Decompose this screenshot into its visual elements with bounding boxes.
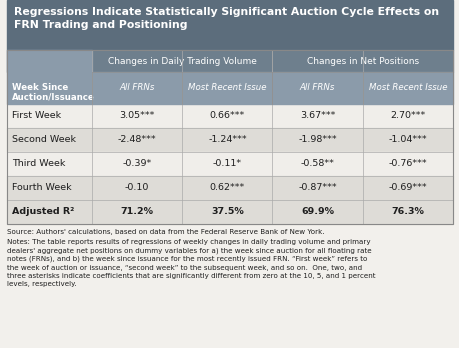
Text: Fourth Week: Fourth Week [12,183,72,192]
Text: 76.3%: 76.3% [391,207,423,216]
Text: Regressions Indicate Statistically Significant Auction Cycle Effects on: Regressions Indicate Statistically Signi… [14,7,438,17]
Text: Week Since: Week Since [12,84,68,93]
Text: 0.66***: 0.66*** [209,111,245,120]
Text: 71.2%: 71.2% [120,207,153,216]
Bar [182,72,272,104]
Text: -0.87***: -0.87*** [298,183,336,192]
Bar [7,50,452,224]
Text: All FRNs: All FRNs [299,84,335,93]
Text: -0.58**: -0.58** [300,159,334,168]
Text: All FRNs: All FRNs [119,84,155,93]
Text: Second Week: Second Week [12,135,76,144]
Text: 2.70***: 2.70*** [389,111,425,120]
Bar [7,176,452,200]
Text: -0.10: -0.10 [125,183,149,192]
Bar [7,200,452,224]
Text: Auction/Issuance: Auction/Issuance [12,93,95,102]
Text: 69.9%: 69.9% [301,207,333,216]
Text: Source: Authors' calculations, based on data from the Federal Reserve Bank of Ne: Source: Authors' calculations, based on … [7,229,324,235]
Bar [7,50,92,104]
Text: -0.39*: -0.39* [122,159,151,168]
Bar [362,72,452,104]
Bar [7,152,452,176]
Text: Third Week: Third Week [12,159,65,168]
Text: Changes in Daily Trading Volume: Changes in Daily Trading Volume [107,56,256,65]
Bar [7,104,452,128]
Bar [7,50,452,72]
Text: -0.76***: -0.76*** [388,159,426,168]
Text: -0.69***: -0.69*** [388,183,426,192]
Text: -2.48***: -2.48*** [118,135,156,144]
Text: 37.5%: 37.5% [211,207,243,216]
Text: 0.62***: 0.62*** [209,183,245,192]
Text: 3.67***: 3.67*** [299,111,335,120]
Text: Changes in Net Positions: Changes in Net Positions [306,56,418,65]
Text: First Week: First Week [12,111,61,120]
Text: Most Recent Issue: Most Recent Issue [368,84,446,93]
Text: 3.05***: 3.05*** [119,111,155,120]
Text: -0.11*: -0.11* [213,159,241,168]
Text: FRN Trading and Positioning: FRN Trading and Positioning [14,20,187,30]
Text: Notes: The table reports results of regressions of weekly changes in daily tradi: Notes: The table reports results of regr… [7,239,375,287]
Text: -1.98***: -1.98*** [298,135,336,144]
Text: -1.24***: -1.24*** [207,135,246,144]
Text: Most Recent Issue: Most Recent Issue [188,84,266,93]
Bar [7,0,452,50]
Bar [7,128,452,152]
Bar [272,72,362,104]
Bar [92,72,182,104]
Text: Adjusted R²: Adjusted R² [12,207,74,216]
Text: -1.04***: -1.04*** [388,135,426,144]
